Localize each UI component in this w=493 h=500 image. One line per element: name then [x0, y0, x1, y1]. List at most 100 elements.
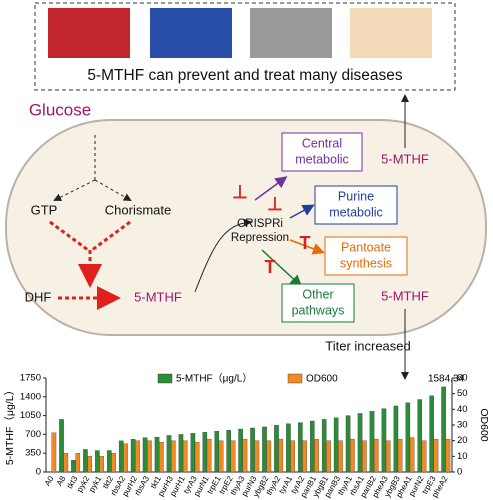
bar: [302, 440, 307, 473]
target-box: [281, 132, 363, 172]
bar: [130, 439, 136, 473]
bar: [147, 440, 152, 473]
bar: [170, 440, 176, 473]
bar: [321, 419, 327, 473]
bar: [338, 440, 343, 473]
bar: [51, 432, 57, 473]
bar: [357, 413, 363, 473]
image-blood: [48, 8, 130, 58]
bar: [71, 460, 76, 473]
chorismate: Chorismate: [105, 202, 171, 217]
banner-box: [34, 2, 456, 91]
inhibit: ⊥: [232, 182, 248, 202]
target-box: [281, 283, 355, 323]
bar: [262, 426, 267, 473]
bar: [445, 438, 451, 473]
y2-tick-label: 60: [457, 373, 468, 384]
image-intestine: [150, 8, 232, 58]
bar: [63, 453, 69, 473]
product: 5-MTHF: [134, 289, 182, 304]
bar: [99, 456, 104, 473]
bar: [142, 437, 148, 473]
bar: [182, 440, 188, 473]
arrow: [289, 239, 325, 255]
legend-swatch: [287, 373, 303, 384]
bar: [274, 425, 279, 473]
arrow: [254, 176, 288, 201]
bar: [345, 415, 351, 473]
x-tick-label: A8: [55, 474, 68, 487]
target-label: metabolic: [295, 152, 349, 166]
banner-caption: 5-MTHF can prevent and treat many diseas…: [87, 67, 403, 84]
bar: [373, 438, 379, 473]
bar: [278, 438, 284, 473]
image-joint: [350, 8, 432, 58]
inhibit: ⊥: [267, 194, 283, 214]
arrow: [53, 179, 96, 201]
bar: [123, 443, 128, 473]
target-label: Other: [302, 287, 333, 301]
bar: [250, 427, 255, 473]
bar: [290, 440, 296, 473]
export: 5-MTHF: [381, 151, 429, 166]
bar: [95, 450, 100, 473]
y2-tick-label: 40: [457, 404, 468, 415]
bar: [87, 456, 93, 473]
bar: [254, 440, 260, 473]
data-label: 1584.34: [428, 374, 465, 385]
bar: [433, 438, 439, 473]
bar: [154, 436, 160, 473]
bar: [214, 431, 220, 473]
gtp: GTP: [31, 202, 58, 217]
y2-tick-label: 0: [457, 467, 462, 478]
export: 5-MTHF: [381, 288, 429, 303]
arrow: [94, 179, 132, 201]
y2-tick-label: 30: [457, 420, 468, 431]
y2-tick-label: 50: [457, 388, 468, 399]
bar: [75, 453, 81, 473]
target-label: Pantoate: [341, 240, 391, 254]
inhibit: T: [300, 233, 311, 253]
y-tick-label: 1750: [20, 373, 41, 384]
y-tick-label: 350: [25, 448, 41, 459]
bar: [421, 440, 427, 473]
y-tick-label: 1050: [20, 410, 41, 421]
target-label: metabolic: [329, 205, 383, 219]
crispri: Repression: [231, 232, 289, 244]
bar: [385, 440, 391, 473]
arrow: [194, 218, 252, 293]
legend-label: OD600: [306, 374, 338, 385]
bar: [286, 423, 291, 473]
target-label: Purine: [338, 189, 374, 203]
image-aging: [250, 8, 332, 58]
bar: [226, 429, 231, 473]
bar: [206, 438, 212, 473]
bar: [83, 449, 88, 473]
bar: [106, 450, 112, 473]
target-box: [314, 185, 398, 225]
target-label: Central: [302, 136, 342, 150]
y2-tick-label: 20: [457, 435, 468, 446]
bar: [350, 438, 355, 473]
target-label: pathways: [292, 303, 345, 317]
bar: [393, 405, 399, 473]
bar: [218, 440, 224, 473]
y-axis-title: 5-MTHF（μg/L）: [4, 385, 16, 465]
bar: [59, 419, 64, 473]
bar: [135, 440, 140, 473]
bar: [405, 402, 411, 473]
arrow: [289, 204, 315, 219]
bar: [409, 437, 415, 473]
bar: [238, 428, 243, 473]
bar: [326, 440, 331, 473]
bar: [397, 438, 403, 473]
y-tick-label: 0: [36, 467, 41, 478]
arrow: [91, 220, 131, 252]
bar: [118, 440, 124, 473]
x-tick-label: A0: [43, 474, 56, 487]
cell: [5, 119, 487, 336]
bar: [111, 453, 116, 473]
target-label: synthesis: [340, 256, 392, 270]
bar: [242, 438, 248, 473]
